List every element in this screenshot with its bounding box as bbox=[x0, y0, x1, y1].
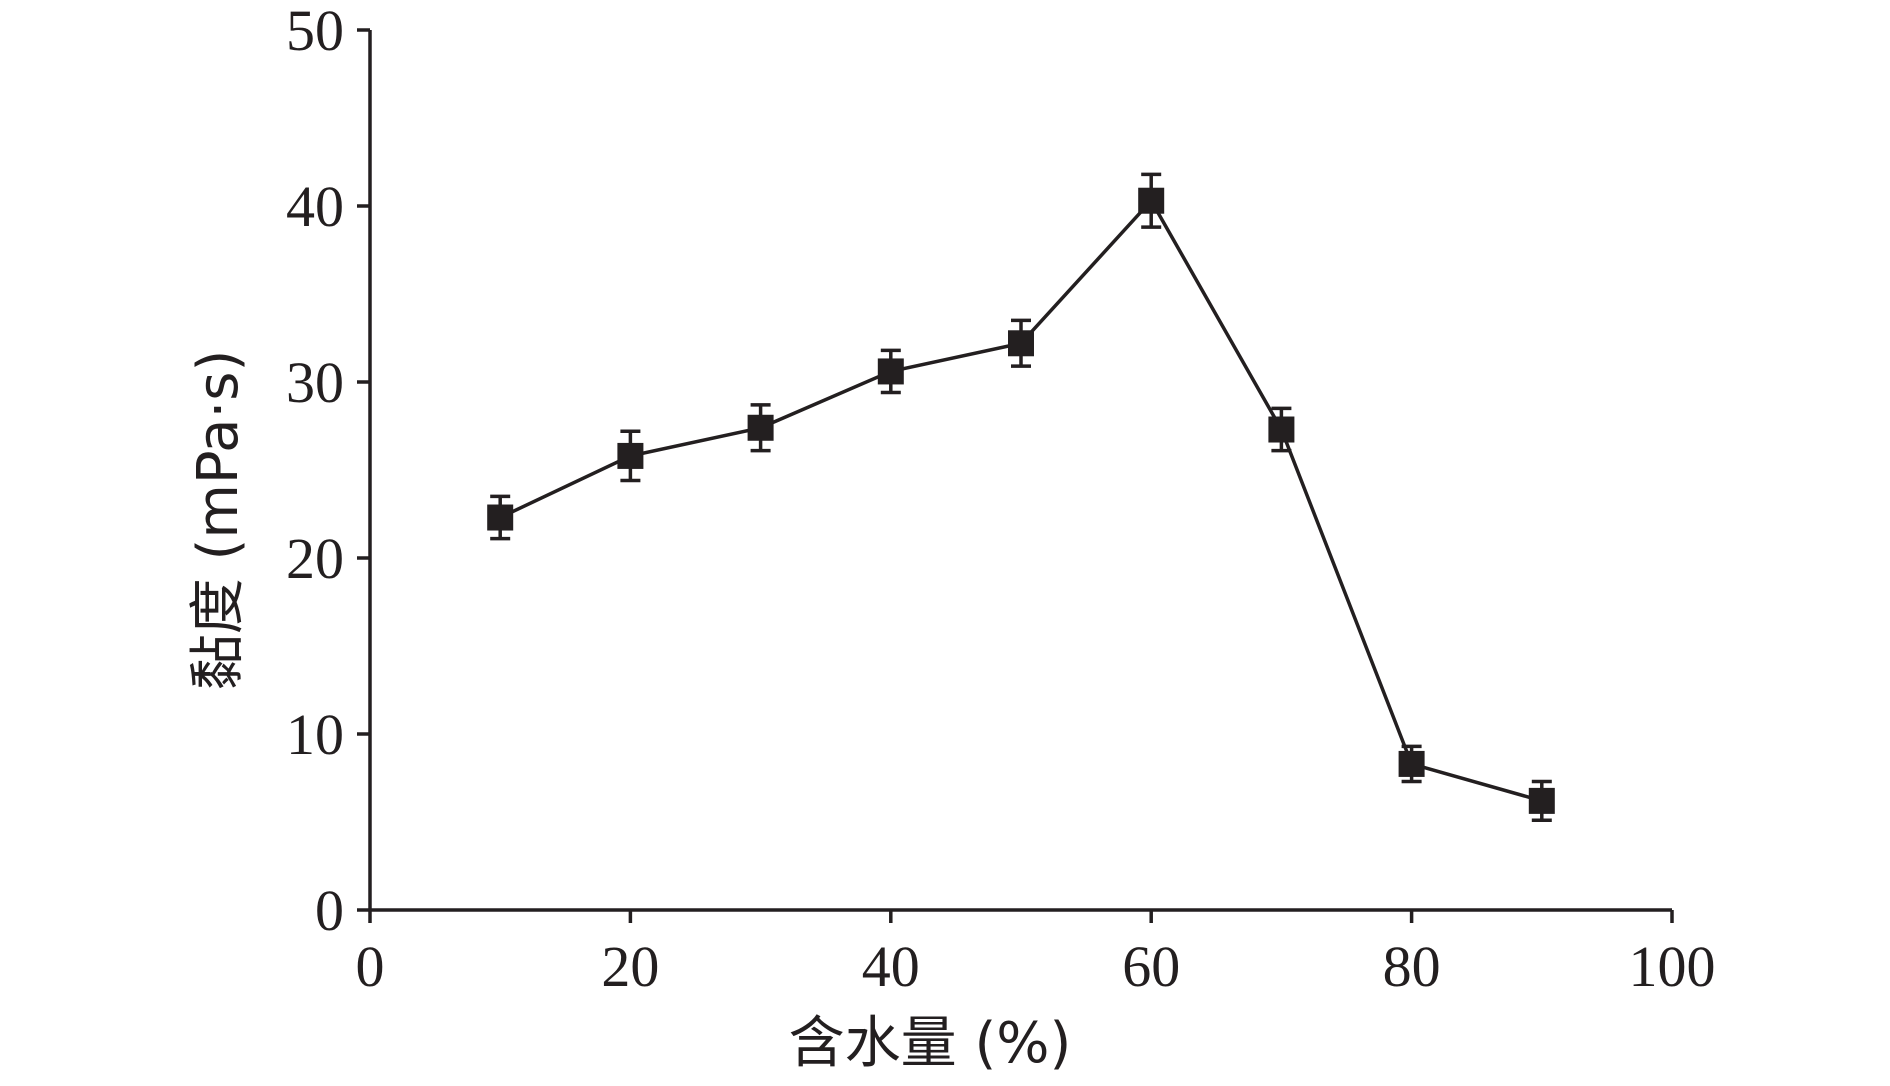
x-tick-label: 60 bbox=[1122, 934, 1180, 999]
error-bars bbox=[490, 172, 1552, 822]
y-tick-label: 30 bbox=[286, 350, 344, 415]
x-tick-label: 20 bbox=[601, 934, 659, 999]
x-axis-ticks: 0 20 40 60 80 100 bbox=[356, 910, 1716, 999]
data-point bbox=[1138, 187, 1165, 214]
x-tick-label: 0 bbox=[356, 934, 385, 999]
x-tick-label: 80 bbox=[1383, 934, 1441, 999]
data-point bbox=[1528, 787, 1555, 814]
data-markers bbox=[487, 187, 1555, 814]
data-point bbox=[877, 358, 904, 385]
y-tick-label: 0 bbox=[315, 878, 344, 943]
y-axis-title: 黏度 (mPa·s) bbox=[186, 350, 251, 691]
y-axis-ticks: 0 10 20 30 40 50 bbox=[286, 0, 370, 943]
x-tick-label: 100 bbox=[1629, 934, 1716, 999]
y-tick-label: 50 bbox=[286, 0, 344, 63]
data-point bbox=[487, 504, 514, 531]
data-point bbox=[1008, 330, 1034, 357]
data-point bbox=[1268, 416, 1295, 443]
x-axis-title: 含水量 (%) bbox=[789, 1011, 1072, 1076]
axes: 0 20 40 60 80 100 0 10 20 30 40 50 bbox=[286, 0, 1716, 999]
y-tick-label: 40 bbox=[286, 174, 344, 239]
y-tick-label: 20 bbox=[286, 526, 344, 591]
x-tick-label: 40 bbox=[862, 934, 920, 999]
y-tick-label: 10 bbox=[286, 702, 344, 767]
plot-area bbox=[487, 172, 1555, 822]
data-point bbox=[1398, 750, 1425, 777]
series-line bbox=[499, 197, 1543, 803]
axis-lines bbox=[368, 30, 1672, 912]
data-point bbox=[617, 442, 644, 469]
data-point bbox=[747, 414, 774, 441]
